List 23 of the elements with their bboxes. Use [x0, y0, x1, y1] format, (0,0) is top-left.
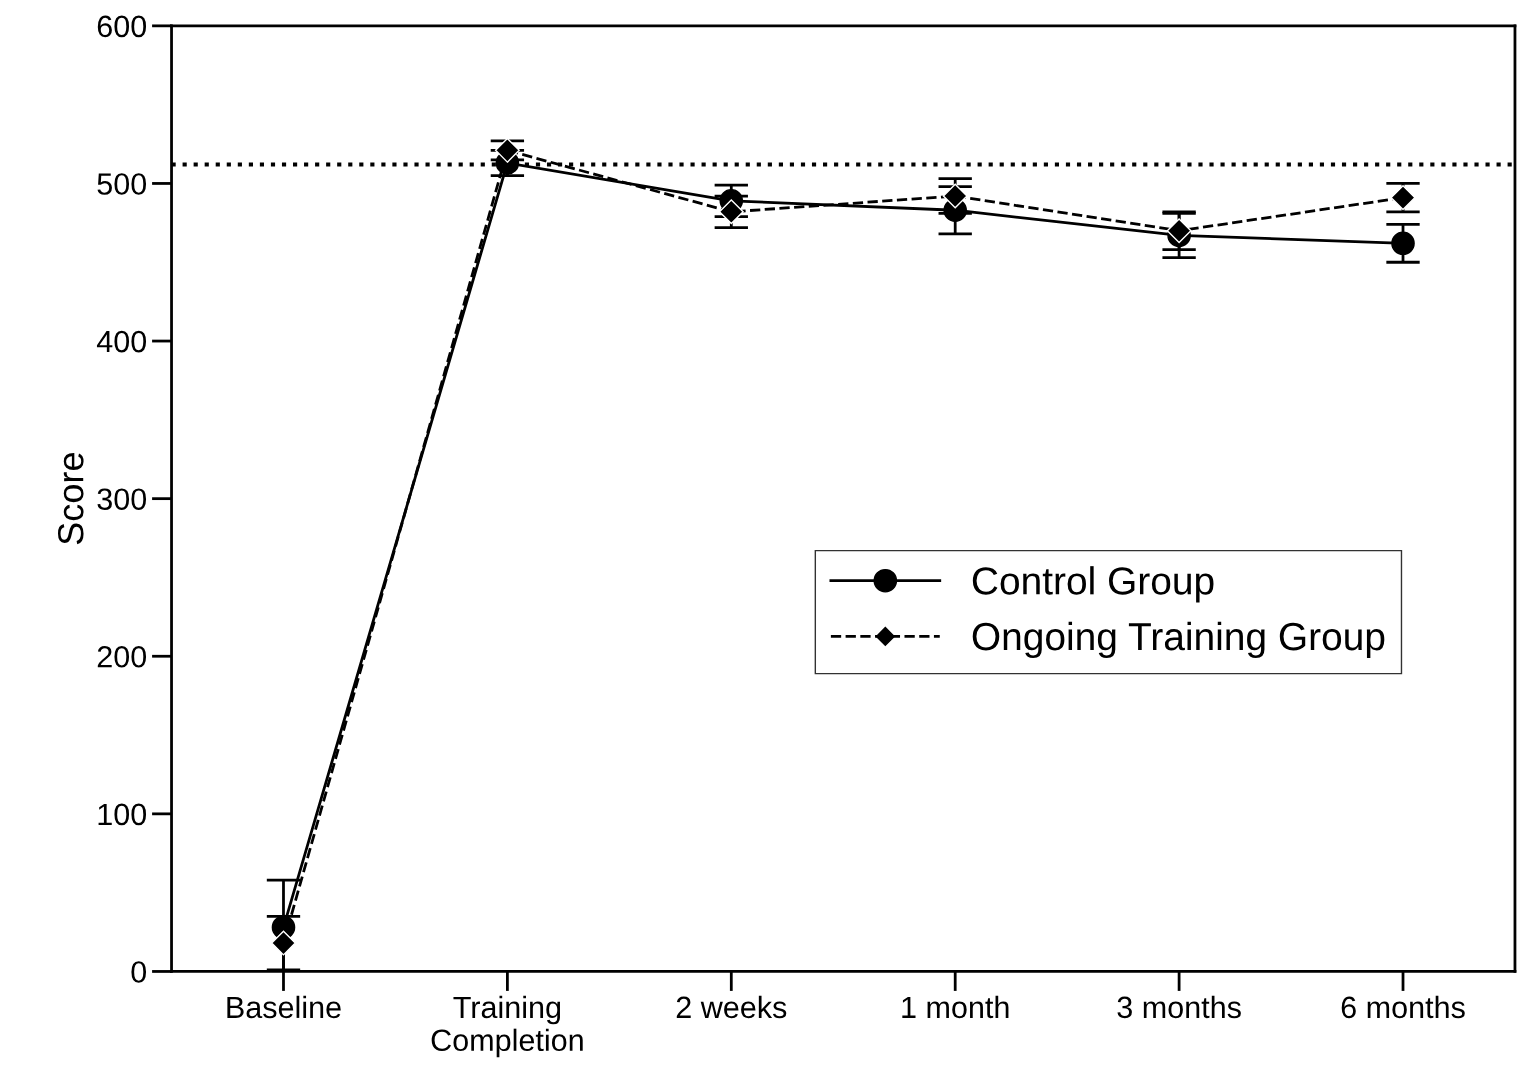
x-tick-label: Baseline [227, 995, 341, 1019]
x-tick-label: 6 months [1341, 995, 1465, 1019]
point [718, 199, 744, 225]
x-tick-label: Training Completion [431, 995, 583, 1058]
point [1166, 218, 1192, 244]
y-tick-label: 500 [97, 173, 147, 195]
y-tick-label: 400 [96, 330, 147, 353]
point [494, 137, 520, 163]
point [942, 183, 968, 209]
legend-label: Ongoing Training Group [972, 621, 1385, 659]
point [1390, 185, 1416, 211]
y-axis-title: Score [57, 453, 84, 545]
point [271, 930, 296, 956]
x-tick-label: 2 weeks [676, 995, 787, 1019]
y-tick-label: 200 [97, 645, 147, 668]
y-tick-label: 0 [131, 961, 147, 983]
y-tick-label: 300 [97, 488, 147, 511]
x-tick-label: 3 months [1117, 995, 1241, 1019]
y-tick-label: 600 [97, 15, 147, 38]
point [1391, 231, 1415, 256]
legend-label: Control Group [972, 566, 1214, 603]
x-tick-label: 1 month [902, 995, 1009, 1019]
y-tick-label: 100 [98, 803, 147, 826]
